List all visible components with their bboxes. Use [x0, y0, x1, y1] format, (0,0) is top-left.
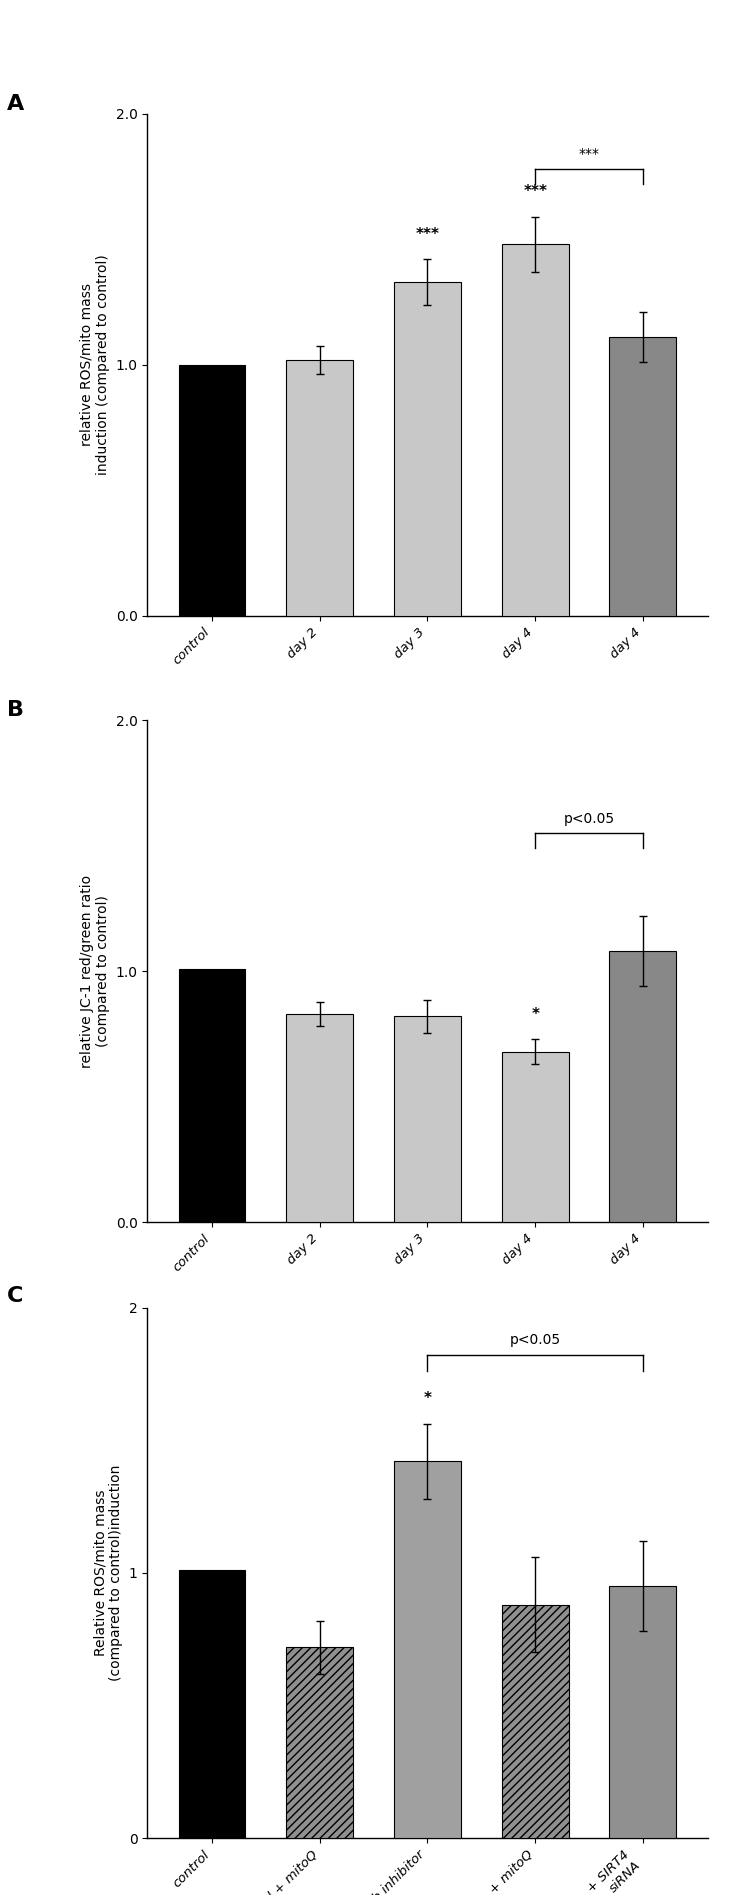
Bar [287, 1647, 353, 1838]
Text: miR-15b inhibitor: miR-15b inhibitor [370, 786, 485, 800]
Text: p<0.05: p<0.05 [509, 1334, 561, 1347]
Bar [394, 282, 461, 616]
Text: ***: *** [579, 148, 599, 161]
Text: B: B [7, 699, 24, 720]
Bar [287, 1014, 353, 1222]
Text: *: * [531, 1006, 539, 1021]
Text: p<0.05: p<0.05 [564, 811, 615, 826]
Bar [178, 1571, 245, 1838]
Text: A: A [7, 93, 24, 114]
Text: *: * [424, 1391, 431, 1406]
Text: ***: *** [416, 227, 439, 243]
Bar [178, 968, 245, 1222]
Bar [178, 364, 245, 616]
Bar [287, 360, 353, 616]
Y-axis label: Relative ROS/mito mass
(compared to control)induction: Relative ROS/mito mass (compared to cont… [93, 1465, 123, 1681]
Bar [502, 1052, 568, 1222]
Bar [609, 1586, 677, 1838]
Bar [394, 1016, 461, 1222]
Bar [609, 337, 677, 616]
Y-axis label: relative ROS/mito mass
induction (compared to control): relative ROS/mito mass induction (compar… [80, 254, 110, 476]
Y-axis label: relative JC-1 red/green ratio
(compared to control): relative JC-1 red/green ratio (compared … [80, 875, 110, 1067]
Bar [502, 244, 568, 616]
Bar [609, 951, 677, 1222]
Text: miR-15b inhib.
+SIRT4 siRNA: miR-15b inhib. +SIRT4 siRNA [595, 1393, 691, 1421]
Bar [394, 1461, 461, 1838]
Text: ***: *** [523, 184, 547, 199]
Text: C: C [7, 1287, 24, 1306]
Text: miR-15b inhibitor: miR-15b inhibitor [370, 1393, 485, 1406]
Bar [502, 1605, 568, 1838]
Text: miR-15b inhib.
+SIRT4 siRNA: miR-15b inhib. +SIRT4 siRNA [595, 786, 691, 815]
